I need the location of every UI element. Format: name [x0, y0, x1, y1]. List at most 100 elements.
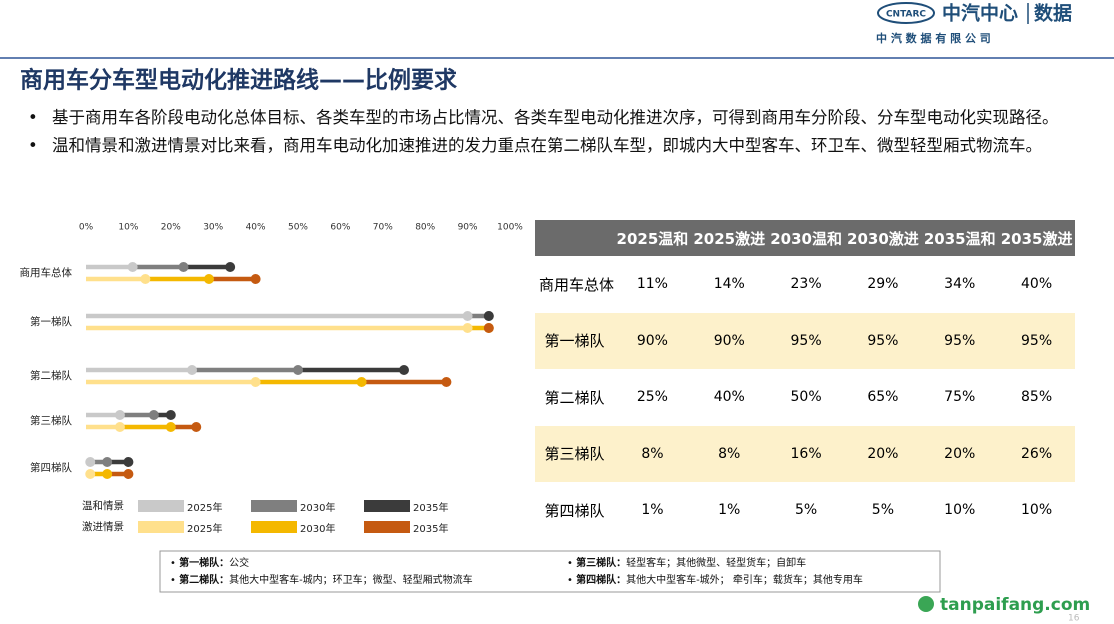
legend-label: 2025年 [187, 522, 222, 535]
table-cell: 95% [1021, 332, 1053, 349]
notes-box [159, 550, 941, 593]
row-label: 第四梯队 [544, 501, 605, 520]
header-cell: 2025温和 [616, 229, 689, 248]
row-label: 第一梯队 [544, 332, 605, 351]
header-cell: 2035温和 [923, 229, 996, 248]
legend-swatch [251, 500, 297, 512]
note-text: 轻型客车；其他微型、轻型货车；自卸车 [626, 556, 806, 569]
category-label: 商用车总体 [20, 266, 73, 279]
header-cell [535, 220, 614, 256]
data-table: 2025温和 2025激进 2030温和 2030激进 2035温和 2035激进 商用车总… [535, 220, 1075, 539]
x-tick-label: 30% [203, 223, 223, 233]
legend-swatch [364, 521, 410, 533]
table-cell: 10% [944, 502, 976, 519]
point [441, 377, 452, 387]
legend-group: 温和情景 [82, 499, 124, 512]
table-cell: 8% [718, 445, 741, 462]
bullet-item: • 温和情景和激进情景对比来看，商用车电动化加速推进的发力重点在第二梯队车型，即城… [28, 134, 1068, 158]
note-term: 第四梯队： [576, 573, 626, 586]
chart: 0% 10% 20% 30% 40% 50% 60% 70% 80% 90% 100% 商用车总体第一… [20, 223, 524, 536]
point [293, 365, 303, 375]
header-cell: 2030激进 [847, 229, 919, 248]
x-tick-label: 70% [373, 223, 393, 233]
table-cell: 16% [790, 445, 822, 462]
point [356, 377, 367, 387]
note: • 第三梯队：轻型客车；其他微型、轻型货车；自卸车 [567, 556, 806, 569]
table-cell: 75% [944, 389, 976, 406]
table-row: 第二梯队 25% 40% 50% 65% 75% 85% [535, 369, 1075, 426]
table-cell: 14% [713, 276, 745, 293]
point [140, 274, 151, 284]
table-row: 第四梯队 1% 1% 5% 5% 10% 10% [535, 482, 1075, 539]
legend-group: 激进情景 [82, 520, 124, 533]
point [483, 311, 494, 321]
x-tick-label: 10% [118, 223, 138, 233]
point [187, 365, 197, 375]
table-cell: 95% [944, 332, 976, 349]
x-tick-label: 80% [415, 223, 435, 233]
table-cell: 40% [1021, 276, 1053, 293]
x-tick-label: 100% [497, 223, 523, 233]
point [165, 410, 176, 420]
note: • 第一梯队：公交 [170, 556, 249, 569]
table-cell: 65% [867, 389, 899, 406]
table-cell: 8% [641, 445, 664, 462]
legend-label: 2035年 [413, 522, 448, 535]
category-label: 第一梯队 [30, 315, 72, 328]
table-cell: 11% [636, 276, 668, 293]
page-number: 16 [1068, 614, 1080, 624]
category-label: 第四梯队 [30, 461, 72, 474]
bullet-dot: • [28, 108, 38, 127]
table-cell: 20% [944, 445, 976, 462]
table-cell: 10% [1021, 502, 1053, 519]
table-row: 商用车总体 11% 14% 23% 29% 34% 40% [535, 256, 1075, 313]
legend-label: 2030年 [300, 522, 335, 535]
table-cell: 5% [871, 502, 895, 519]
x-tick-label: 20% [161, 223, 181, 233]
point [399, 365, 409, 375]
note-term: 第三梯队： [576, 556, 626, 569]
point [127, 262, 138, 272]
table-cell: 85% [1021, 389, 1053, 406]
table-cell: 40% [713, 389, 745, 406]
table-cell: 34% [944, 276, 976, 293]
category-label: 第二梯队 [30, 369, 72, 382]
note-text: 其他大中型客车-城内；环卫车；微型、轻型厢式物流车 [229, 573, 473, 586]
x-tick-label: 40% [246, 223, 266, 233]
point [114, 410, 125, 420]
point [85, 457, 96, 467]
table-header: 2025温和 2025激进 2030温和 2030激进 2035温和 2035激进 [535, 220, 1075, 256]
legend-label: 2035年 [413, 501, 448, 514]
legend-swatch [138, 500, 184, 512]
watermark: tanpaifang.com [940, 595, 1090, 615]
point [250, 377, 261, 387]
logo-mark: CNTARC [886, 10, 926, 20]
legend-label: 2030年 [300, 501, 335, 514]
legend-swatch [138, 521, 184, 533]
point [191, 422, 202, 432]
table-cell: 25% [636, 389, 668, 406]
logo-ring [877, 2, 935, 24]
point [483, 323, 494, 333]
point [123, 457, 134, 467]
legend-swatch [364, 500, 410, 512]
point [102, 457, 113, 467]
table-cell: 1% [718, 502, 741, 519]
legend-swatch [251, 521, 297, 533]
watermark-icon [918, 596, 934, 612]
table-cell: 5% [794, 502, 818, 519]
point [250, 274, 261, 284]
brand: 中汽中心 [942, 2, 1018, 25]
bullet-dot: • [28, 136, 38, 155]
point [148, 410, 159, 420]
point [123, 469, 134, 479]
bullet-text: 基于商用车各阶段电动化总体目标、各类车型的市场占比情况、各类车型电动化推进次序，… [52, 108, 1059, 127]
x-tick-label: 0% [79, 223, 94, 233]
table-cell: 20% [867, 445, 899, 462]
bullet-text: 温和情景和激进情景对比来看，商用车电动化加速推进的发力重点在第二梯队车型，即城内… [52, 136, 1042, 155]
point [462, 323, 473, 333]
point [85, 469, 96, 479]
table-cell: 29% [867, 276, 899, 293]
table-row: 第三梯队 8% 8% 16% 20% 20% 26% [535, 425, 1075, 482]
